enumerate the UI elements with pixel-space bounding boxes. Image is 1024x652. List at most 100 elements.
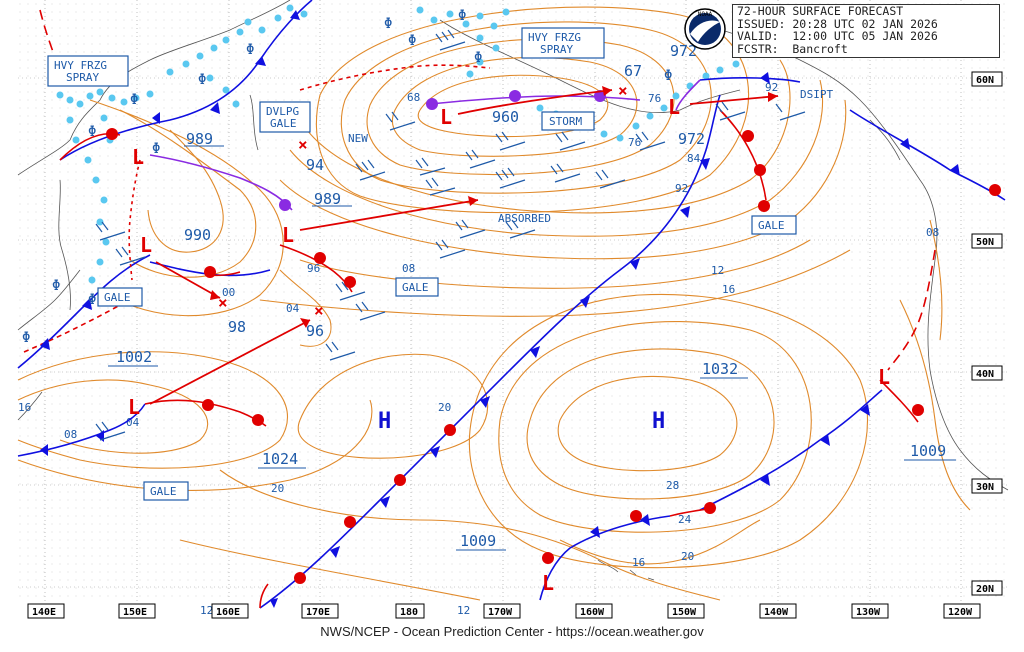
high-centers: H H (378, 409, 665, 434)
pressure-value: 989 (186, 130, 213, 148)
isobar-label: 08 (402, 262, 415, 275)
low-symbol: L (282, 223, 294, 247)
pressure-value: 1009 (910, 442, 946, 460)
storm-track-arrow (689, 95, 779, 105)
svg-text:Φ: Φ (130, 92, 138, 108)
svg-text:Φ: Φ (22, 330, 30, 346)
pressure-value: 98 (228, 318, 246, 336)
storm-track-arrow (149, 319, 311, 405)
lon-label: 160E (216, 607, 240, 618)
lat-label: 40N (976, 369, 994, 380)
front-symbols (40, 10, 1001, 608)
isobar-label: 00 (222, 286, 235, 299)
storm-track-arrow (457, 89, 613, 115)
noaa-logo-text: NOAA (698, 11, 713, 18)
isobar-label: 12 (711, 264, 724, 277)
storm-tracks (149, 86, 779, 405)
high-symbol: H (652, 409, 665, 434)
isobar-label: 20 (681, 550, 694, 563)
svg-text:Φ: Φ (152, 141, 160, 157)
forecast-header: 72-HOUR SURFACE FORECAST ISSUED: 20:28 U… (732, 4, 1000, 58)
lon-label: 170E (306, 607, 330, 618)
header-issued: ISSUED: 20:28 UTC 02 JAN 2026 (737, 16, 938, 31)
cold-front (699, 389, 883, 511)
svg-text:Φ: Φ (246, 42, 254, 58)
isobar-label: 08 (926, 226, 939, 239)
svg-text:GALE: GALE (150, 485, 177, 498)
trough (887, 249, 936, 371)
isobar-label: 20 (438, 401, 451, 414)
isobar-label: 96 (307, 262, 320, 275)
occluded-front (429, 95, 641, 105)
gale-label: GALE (97, 287, 143, 307)
low-symbol: L (542, 571, 554, 595)
noaa-logo: NOAA (684, 8, 726, 50)
isobar-label: 16 (632, 556, 645, 569)
pressure-value: 94 (306, 156, 324, 174)
gale-label: GALE (143, 481, 189, 501)
storm-label: STORM (541, 111, 595, 131)
dvlpg-gale-label: DVLPG GALE (259, 101, 311, 133)
lat-lon-grid (18, 0, 1010, 602)
cold-front (849, 109, 1006, 201)
lon-label: 170W (488, 607, 513, 618)
lon-label: 150W (672, 607, 697, 618)
svg-text:SPRAY: SPRAY (540, 43, 573, 56)
longitude-axis: 140E 150E 160E 170E 180 170W 160W 150W 1… (27, 603, 981, 619)
warm-front (879, 379, 919, 423)
svg-text:Φ: Φ (52, 278, 60, 294)
pressure-value: 1009 (460, 532, 496, 550)
absorbed-label: ABSORBED (498, 212, 551, 225)
svg-text:STORM: STORM (549, 115, 582, 128)
lon-label: 150E (123, 607, 147, 618)
lat-label: 20N (976, 584, 994, 595)
isobar-label: 16 (722, 283, 735, 296)
svg-text:×: × (314, 301, 324, 320)
svg-text:×: × (298, 135, 308, 154)
lat-label: 30N (976, 482, 994, 493)
occluded-front (149, 154, 293, 211)
occluded-front (675, 79, 701, 111)
pressure-value: 972 (678, 130, 705, 148)
lat-label: 50N (976, 237, 994, 248)
storm-track-arrow (155, 261, 221, 299)
warm-front (719, 109, 767, 201)
dsipt-label: DSIPT (800, 88, 833, 101)
pressure-values: 989 989 990 94 98 96 1002 1024 960 67 97… (108, 42, 956, 551)
isobar-label: 08 (64, 428, 77, 441)
fronts (17, 0, 1006, 609)
svg-text:×: × (618, 81, 628, 100)
isobar-label: 12 (457, 604, 470, 617)
spray-symbols: Φ Φ Φ Φ Φ Φ Φ Φ Φ Φ Φ Φ Φ (22, 8, 672, 346)
trough (299, 64, 491, 91)
svg-text:GALE: GALE (402, 281, 429, 294)
svg-text:HVY FRZG: HVY FRZG (54, 59, 107, 72)
pressure-value: 1032 (702, 360, 738, 378)
lon-label: 180 (400, 607, 418, 618)
lon-label: 120W (948, 607, 973, 618)
freezing-spray-area (56, 4, 740, 284)
gale-label: GALE (751, 215, 797, 235)
boxed-labels: HVY FRZG SPRAY HVY FRZG SPRAY DVLPG GALE… (47, 27, 797, 501)
svg-text:Φ: Φ (664, 68, 672, 84)
isobar-label: 92 (675, 182, 688, 195)
svg-text:Φ: Φ (88, 124, 96, 140)
pressure-value: 960 (492, 108, 519, 126)
pressure-value: 96 (306, 322, 324, 340)
isobar-label: 68 (407, 91, 420, 104)
pressure-value: 1002 (116, 348, 152, 366)
lon-label: 130W (856, 607, 881, 618)
header-forecaster: FCSTR: Bancroft (737, 41, 848, 56)
pressure-value: 972 (670, 42, 697, 60)
warm-front (259, 583, 269, 609)
svg-text:SPRAY: SPRAY (66, 71, 99, 84)
isobar-label: 84 (687, 152, 701, 165)
lon-label: 140E (32, 607, 56, 618)
isobar-label: 12 (200, 604, 213, 617)
isobar-label: 28 (666, 479, 679, 492)
svg-text:Φ: Φ (88, 292, 96, 308)
pressure-value: 990 (184, 226, 211, 244)
svg-text:DVLPG: DVLPG (266, 105, 299, 118)
low-centers: L L L L L L L L × × × × (128, 81, 890, 595)
